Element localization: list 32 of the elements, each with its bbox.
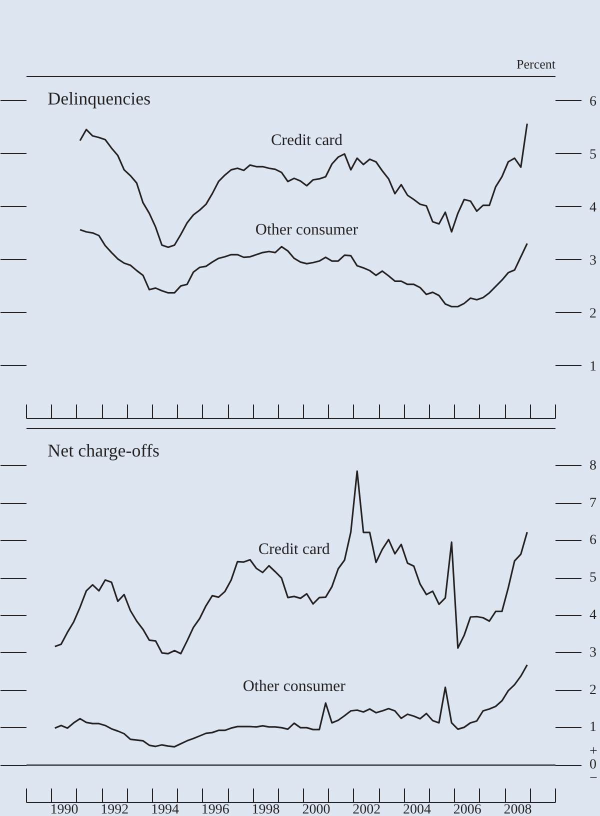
x-tick-label: 2008 — [504, 802, 532, 816]
y-tick-label: 2 — [590, 306, 596, 322]
series-label: Credit card — [258, 540, 330, 558]
series-label: Other consumer — [255, 222, 359, 239]
y-tick-label: 5 — [590, 147, 596, 162]
y-tick-label: 1 — [590, 359, 596, 374]
y-tick-label: 4 — [590, 200, 596, 216]
y-tick-label: + 0 − — [590, 744, 598, 786]
x-tick-label: 2000 — [302, 802, 330, 816]
y-tick-label: 6 — [590, 94, 596, 110]
x-tick-label: 1994 — [151, 802, 180, 816]
y-tick-label: 7 — [590, 496, 596, 511]
x-tick-label: 2006 — [453, 802, 482, 816]
y-tick-label: 2 — [590, 682, 596, 698]
x-tick-label: 1998 — [252, 802, 280, 816]
text: Delinquencies — [48, 88, 151, 108]
text: Net charge-offs — [48, 440, 160, 460]
y-tick-label: 5 — [590, 570, 596, 586]
y-tick-label: 8 — [590, 458, 596, 474]
series-label: Credit card — [270, 132, 343, 150]
x-tick-label: 2004 — [402, 802, 431, 816]
series-label: Other consumer — [242, 678, 346, 696]
x-tick-label: 1992 — [100, 802, 129, 816]
y-tick-label: 3 — [590, 645, 596, 660]
y-tick-label: 4 — [590, 608, 596, 623]
y-tick-label: 3 — [590, 253, 596, 268]
x-tick-label: 2002 — [352, 802, 381, 816]
y-axis-title: Percent — [516, 56, 556, 72]
x-tick-label: 1996 — [201, 802, 230, 816]
x-tick-label: 1990 — [50, 802, 78, 816]
y-tick-label: 6 — [590, 533, 596, 548]
y-tick-label: 1 — [590, 720, 596, 736]
